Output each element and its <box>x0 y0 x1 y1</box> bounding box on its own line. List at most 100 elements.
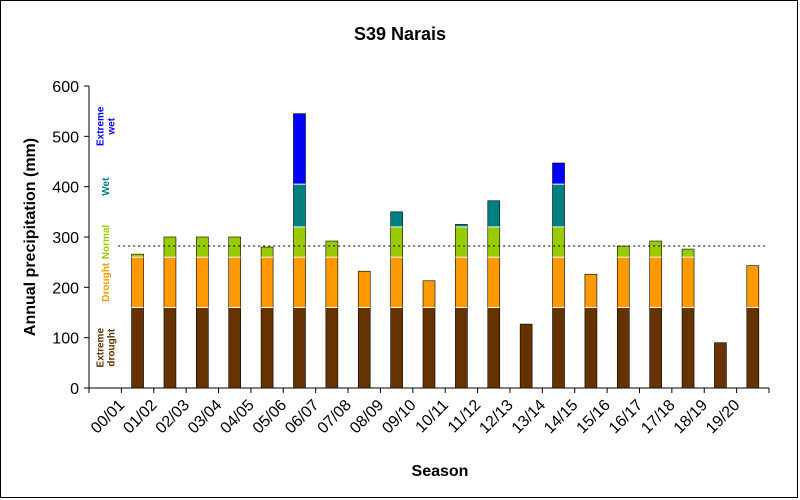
bar-segment <box>616 307 630 389</box>
bar-segment <box>163 307 177 389</box>
bar-segment <box>519 323 533 389</box>
bar-segment <box>293 307 306 389</box>
bar-segment <box>163 236 177 258</box>
bar-segment <box>228 256 242 308</box>
x-tick-label: 17/18 <box>638 397 678 437</box>
bar-segment <box>422 307 436 389</box>
band-label-line: Wet <box>101 177 112 196</box>
x-tick-label: 18/19 <box>671 397 711 437</box>
x-tick-label: 12/13 <box>476 397 516 437</box>
band-label-line: Extreme <box>96 328 107 368</box>
bar-segment <box>196 236 209 258</box>
y-tick-label: 600 <box>52 79 79 96</box>
band-label-line: wet <box>107 117 118 135</box>
bar-segment <box>293 256 306 308</box>
bar-segment <box>196 307 209 389</box>
x-tick-label: 09/10 <box>379 397 419 437</box>
bar-segment <box>552 256 565 308</box>
bar-segment <box>649 240 662 258</box>
bar-segment <box>714 342 727 389</box>
bar-segment <box>325 307 339 389</box>
y-tick-label: 200 <box>52 280 79 297</box>
bar-segment <box>455 256 468 308</box>
bar-segment <box>681 307 695 389</box>
y-tick-label: 400 <box>52 180 79 197</box>
bar-segment <box>455 307 468 389</box>
plot-area: 010020030040050060000/0101/0202/0303/040… <box>52 79 770 437</box>
bar-segment <box>487 307 501 389</box>
bar-segment <box>746 265 760 308</box>
bar-segment <box>325 256 339 308</box>
bar-segment <box>325 240 339 258</box>
x-tick-label: 04/05 <box>217 397 257 437</box>
x-axis-label: Season <box>412 463 469 480</box>
x-tick-label: 11/12 <box>445 397 485 437</box>
x-tick-label: 03/04 <box>185 397 225 437</box>
bar-segment <box>746 307 760 389</box>
bar-segment <box>390 211 403 228</box>
x-tick-label: 01/02 <box>120 397 160 437</box>
x-tick-label: 19/20 <box>703 397 743 437</box>
x-tick-label: 06/07 <box>282 397 322 437</box>
bar-segment <box>487 226 501 258</box>
y-tick-label: 0 <box>70 381 79 398</box>
bar-segment <box>487 200 501 228</box>
bar-segment <box>584 273 598 308</box>
bar-segment <box>293 183 306 228</box>
bar-segment <box>131 256 144 308</box>
y-tick-label: 300 <box>52 230 79 247</box>
x-tick-label: 07/08 <box>315 397 355 437</box>
y-tick-label: 100 <box>52 331 79 348</box>
band-label-line: Normal <box>101 225 112 260</box>
bar-segment <box>422 280 436 308</box>
bar-segment <box>293 226 306 258</box>
bar-segment <box>357 307 371 389</box>
band-label-line: drought <box>107 328 118 366</box>
bar-segment <box>390 256 403 308</box>
bar-segment <box>552 226 565 258</box>
bar-segment <box>260 256 274 308</box>
bar-segment <box>552 183 565 228</box>
bar-segment <box>584 307 598 389</box>
band-label: Wet <box>101 177 112 196</box>
band-label: Extreme wet <box>96 106 118 146</box>
bar-segment <box>131 307 144 389</box>
band-label: Normal <box>101 225 112 260</box>
bar-segment <box>196 256 209 308</box>
band-label: Extreme drought <box>96 328 118 368</box>
x-tick-label: 08/09 <box>347 397 387 437</box>
bar-segment <box>390 307 403 389</box>
band-label-line: Extreme <box>96 106 107 146</box>
x-tick-label: 02/03 <box>153 397 193 437</box>
bar-segment <box>260 246 274 258</box>
bar-segment <box>293 113 306 185</box>
x-tick-label: 10/11 <box>413 397 453 437</box>
bar-segment <box>616 245 630 258</box>
x-tick-label: 15/16 <box>574 397 614 437</box>
bar-segment <box>228 307 242 389</box>
x-tick-label: 00/01 <box>88 397 128 437</box>
x-tick-label: 14/15 <box>541 397 581 437</box>
x-tick-label: 13/14 <box>509 397 549 437</box>
bar-segment <box>260 307 274 389</box>
bar-segment <box>390 226 403 258</box>
band-label: Drought <box>101 262 112 302</box>
bar-segment <box>649 307 662 389</box>
chart-title: S39 Narais <box>354 24 446 44</box>
bar-segment <box>681 248 695 258</box>
bar-segment <box>357 270 371 308</box>
x-tick-label: 16/17 <box>606 397 646 437</box>
bar-segment <box>455 226 468 258</box>
bar-segment <box>487 256 501 308</box>
bar-segment <box>649 256 662 308</box>
bar-segment <box>228 236 242 258</box>
bar-segment <box>552 307 565 389</box>
bar-segment <box>681 256 695 308</box>
y-tick-label: 500 <box>52 129 79 146</box>
y-axis-label: Annual precipitation (mm) <box>22 138 39 336</box>
bar-segment <box>163 256 177 308</box>
x-tick-label: 05/06 <box>250 397 290 437</box>
band-label-line: Drought <box>101 262 112 302</box>
